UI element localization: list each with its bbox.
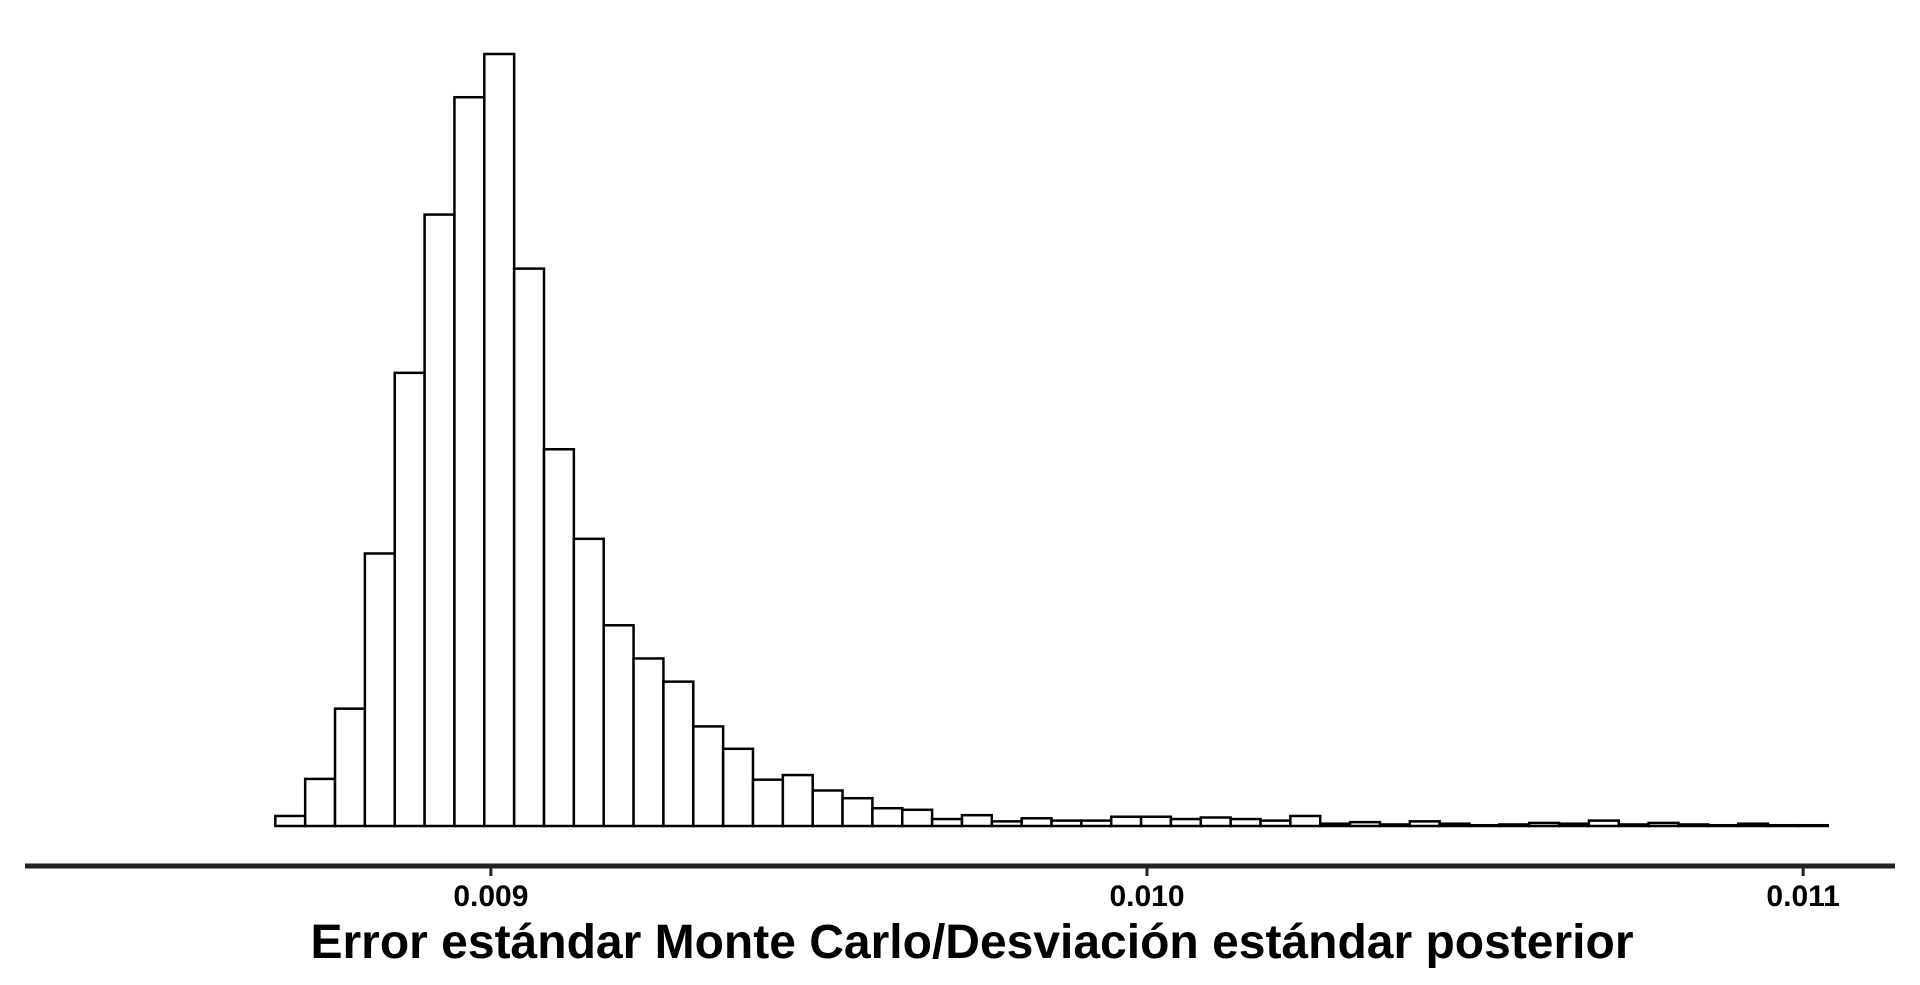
x-tick-label: 0.010: [1109, 880, 1184, 913]
histogram-bar: [1378, 823, 1412, 828]
histogram-bar: [602, 624, 635, 828]
histogram-bar: [662, 680, 695, 828]
histogram-bar: [1289, 814, 1322, 828]
histogram-bar: [303, 777, 337, 828]
histogram-bar: [811, 789, 844, 828]
histogram-bar: [781, 773, 814, 828]
histogram-bar: [393, 371, 426, 828]
histogram-bar: [1348, 820, 1382, 828]
histogram-bar: [1259, 819, 1292, 828]
histogram-bar: [841, 796, 874, 828]
histogram-bar: [333, 707, 367, 828]
histogram-bar: [990, 820, 1023, 828]
histogram-bar: [1498, 823, 1531, 828]
histogram-bar: [1527, 821, 1561, 828]
x-tick-label: 0.011: [1766, 880, 1839, 913]
histogram-bar: [930, 817, 964, 828]
histogram-bar: [1169, 817, 1203, 828]
histogram-bar: [1557, 822, 1591, 828]
histogram-bar: [512, 267, 546, 828]
histogram-bar: [1139, 815, 1173, 828]
histogram-bar: [1080, 819, 1113, 828]
histogram-bar: [453, 95, 486, 828]
histogram-bar: [1677, 823, 1710, 828]
histogram-bar: [1109, 815, 1143, 828]
histogram-bar: [1707, 823, 1740, 828]
histogram-bar: [1438, 822, 1471, 828]
histogram-bar: [1468, 823, 1501, 828]
histogram-bar: [901, 808, 934, 828]
histogram-bar: [363, 552, 396, 828]
histogram-bar: [632, 657, 665, 828]
histogram-bar: [1617, 823, 1650, 828]
histogram-bar: [1766, 823, 1800, 828]
histogram-bar: [1020, 817, 1053, 828]
histogram-bar: [692, 725, 725, 828]
histogram-bar: [751, 778, 785, 828]
histogram-bar: [960, 813, 994, 828]
x-tick-label: 0.009: [453, 880, 528, 913]
histogram-bar: [1736, 822, 1770, 828]
histogram-bar: [1229, 817, 1262, 828]
histogram-bar: [572, 537, 605, 828]
histogram-bar: [423, 213, 456, 828]
histogram-bar: [721, 747, 755, 828]
histogram-bar: [483, 52, 516, 828]
histogram-bar: [1647, 821, 1680, 828]
histogram-bar: [274, 814, 307, 828]
histogram-bar: [871, 806, 904, 828]
histogram-bar: [1796, 823, 1829, 828]
histogram-bar: [1408, 820, 1441, 828]
histogram-bars: [274, 52, 1829, 828]
histogram-bar: [542, 448, 576, 828]
x-axis-title: Error estándar Monte Carlo/Desviación es…: [310, 916, 1633, 969]
histogram-bar: [1587, 819, 1621, 828]
histogram-bar: [1050, 819, 1083, 828]
histogram-bar: [1318, 822, 1352, 828]
x-axis-ticks: 0.009 0.010 0.011: [453, 866, 1840, 913]
histogram-bar: [1199, 816, 1232, 828]
